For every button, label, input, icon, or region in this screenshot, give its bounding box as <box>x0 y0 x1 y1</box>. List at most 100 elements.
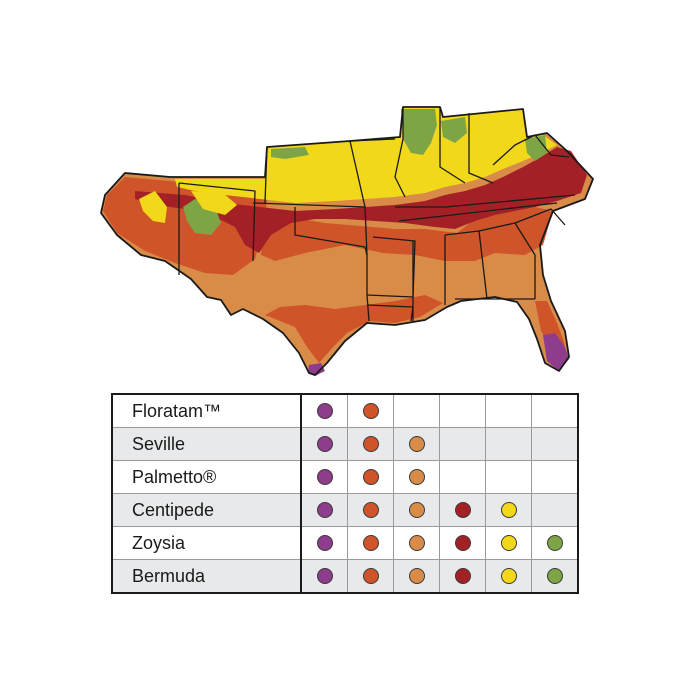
zone-dot <box>316 534 333 551</box>
zone-dot <box>316 468 333 485</box>
zone-cell <box>485 460 532 494</box>
map-zone-purple-florida <box>543 333 569 371</box>
zone-cell <box>347 427 394 461</box>
zone-dot <box>408 501 425 518</box>
border-wv-va <box>492 134 570 166</box>
zone-cell <box>393 493 440 527</box>
zone-cell <box>393 427 440 461</box>
grass-name: Seville <box>112 427 302 461</box>
zone-cell <box>393 559 440 593</box>
border-nm-tx <box>178 182 256 262</box>
zone-cell <box>347 460 394 494</box>
southern-us-zone-map <box>100 106 594 376</box>
zone-cell <box>485 559 532 593</box>
map-zone-yellow-plateau <box>191 191 237 215</box>
grass-name: Palmetto® <box>112 460 302 494</box>
zone-cell <box>485 427 532 461</box>
zone-cell <box>393 460 440 494</box>
zone-cell <box>485 493 532 527</box>
border-mo-ia <box>349 138 396 142</box>
zone-cell <box>301 460 348 494</box>
grass-row: Bermuda <box>112 559 578 593</box>
zone-cell <box>439 460 486 494</box>
map-zone-yellow-rockies <box>139 191 167 223</box>
zone-dot <box>408 534 425 551</box>
zone-dot <box>362 567 379 584</box>
zone-cell <box>531 427 578 461</box>
map-zone-dark-red <box>135 147 587 253</box>
zone-dot <box>316 501 333 518</box>
map-zone-green-appalachia <box>525 135 547 161</box>
border-sc <box>514 208 566 226</box>
border-ok-tx <box>294 207 368 256</box>
zone-cell <box>531 493 578 527</box>
zone-dot <box>500 501 517 518</box>
zone-cell <box>301 394 348 428</box>
map-region-border <box>100 106 594 376</box>
zone-dot <box>408 567 425 584</box>
zone-dot <box>500 567 517 584</box>
zone-cell <box>531 394 578 428</box>
zone-cell <box>301 493 348 527</box>
border-tn-ky <box>395 194 576 222</box>
border-il <box>394 107 406 198</box>
zone-dot <box>454 534 471 551</box>
zone-cell <box>531 559 578 593</box>
border-co-ks <box>264 146 268 204</box>
state-borders <box>100 106 594 376</box>
zone-dot <box>408 435 425 452</box>
map-zone-green-north <box>271 147 309 159</box>
zone-cell <box>439 526 486 560</box>
border-oh <box>468 113 494 184</box>
zone-cell <box>485 526 532 560</box>
map-zone-red-orange-plains <box>261 207 553 261</box>
zone-dot <box>362 534 379 551</box>
zone-cell <box>485 394 532 428</box>
map-zone-red-orange-gulf <box>265 295 443 363</box>
grass-zone-table: Floratam™ Seville Palmetto® Centipede Zoysia… <box>111 393 579 594</box>
zone-cell <box>393 394 440 428</box>
zone-cell <box>301 427 348 461</box>
map-zone-purple-texas <box>308 363 325 376</box>
grass-name: Zoysia <box>112 526 302 560</box>
border-ga <box>478 222 536 299</box>
zone-dot <box>316 402 333 419</box>
zone-dot <box>454 501 471 518</box>
border-ks-mo <box>349 140 368 256</box>
zone-cell <box>439 559 486 593</box>
grass-name: Floratam™ <box>112 394 302 428</box>
zone-cell <box>531 460 578 494</box>
map-zone-green-illinois <box>401 109 437 155</box>
zone-dot <box>362 501 379 518</box>
zone-dot <box>362 402 379 419</box>
border-ms <box>412 235 446 321</box>
grass-row: Centipede <box>112 493 578 527</box>
zone-dot <box>500 534 517 551</box>
zone-cell <box>393 526 440 560</box>
zone-dot <box>316 567 333 584</box>
zone-dot <box>362 435 379 452</box>
zone-cell <box>347 526 394 560</box>
grass-table-body: Floratam™ Seville Palmetto® Centipede Zoysia… <box>112 394 578 593</box>
border-ks-ok <box>252 202 366 208</box>
zone-cell <box>531 526 578 560</box>
grass-row: Zoysia <box>112 526 578 560</box>
map-zone-green-ohio-valley <box>441 117 467 143</box>
grass-name: Centipede <box>112 493 302 527</box>
grass-row: Palmetto® <box>112 460 578 494</box>
zone-dot <box>362 468 379 485</box>
zone-dot <box>408 468 425 485</box>
zone-dot <box>316 435 333 452</box>
zone-cell <box>439 394 486 428</box>
border-in <box>439 107 466 184</box>
zone-cell <box>347 559 394 593</box>
zone-cell <box>301 559 348 593</box>
zone-dot <box>454 567 471 584</box>
grass-row: Seville <box>112 427 578 461</box>
zone-cell <box>439 427 486 461</box>
zone-cell <box>301 526 348 560</box>
zone-cell <box>347 394 394 428</box>
grass-row: Floratam™ <box>112 394 578 428</box>
grass-name: Bermuda <box>112 559 302 593</box>
zone-cell <box>439 493 486 527</box>
